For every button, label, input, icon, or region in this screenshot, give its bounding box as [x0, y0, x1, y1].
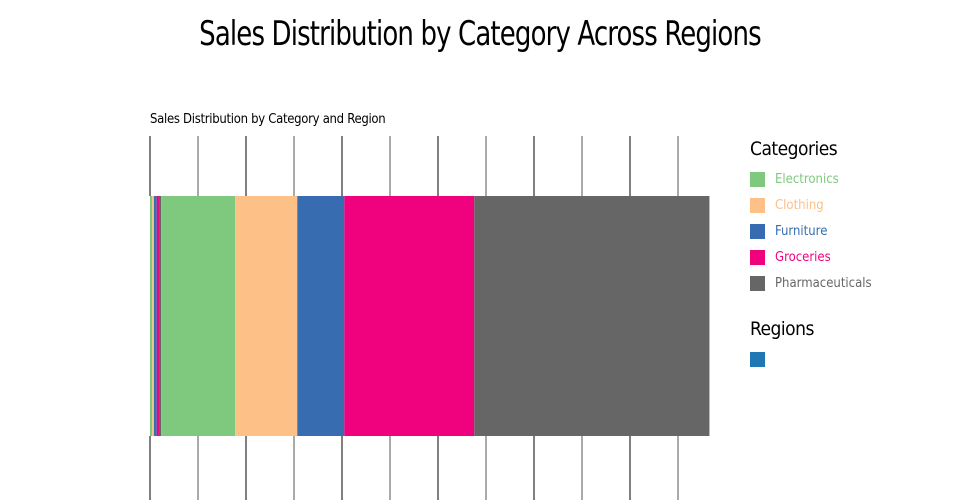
- legend-item-region: [750, 346, 814, 372]
- bar-segment-groceries-group-1: [156, 196, 159, 436]
- legend-label: Pharmaceuticals: [775, 275, 872, 291]
- legend-item-clothing: Clothing: [750, 192, 872, 218]
- legend-regions-title: Regions: [750, 318, 814, 340]
- legend-swatch: [750, 275, 765, 291]
- legend-swatch: [750, 249, 765, 265]
- chart-subtitle: Sales Distribution by Category and Regio…: [150, 112, 386, 127]
- legend-swatch: [750, 171, 765, 187]
- legend-swatch: [750, 351, 765, 367]
- legend-label: Groceries: [775, 249, 831, 265]
- legend-item-pharmaceuticals: Pharmaceuticals: [750, 270, 872, 296]
- legend-item-furniture: Furniture: [750, 218, 872, 244]
- legend-item-groceries: Groceries: [750, 244, 872, 270]
- legend-categories: Categories Electronics Clothing Furniture G…: [750, 138, 872, 296]
- bar-segment-furniture-group-1: [153, 196, 157, 436]
- legend-label: Electronics: [775, 171, 839, 187]
- legend-regions: Regions: [750, 318, 814, 372]
- legend-categories-title: Categories: [750, 138, 838, 160]
- bar-segment-pharmaceuticals-group-2: [474, 196, 710, 436]
- legend-label: Furniture: [775, 223, 828, 239]
- bar-segment-pharmaceuticals-group-1: [158, 196, 162, 436]
- legend-label: Clothing: [775, 197, 824, 213]
- bar-segment-clothing-group-1: [152, 196, 154, 436]
- legend-swatch: [750, 197, 765, 213]
- legend-item-electronics: Electronics: [750, 166, 872, 192]
- bar-segment-electronics-group-1: [150, 196, 153, 436]
- bar-segment-clothing-group-2: [235, 196, 298, 436]
- legend-swatch: [750, 223, 765, 239]
- chart-title: Sales Distribution by Category Across Re…: [199, 14, 761, 54]
- bar-segment-furniture-group-2: [297, 196, 345, 436]
- bar-segment-groceries-group-2: [344, 196, 475, 436]
- bar-segment-electronics-group-2: [161, 196, 236, 436]
